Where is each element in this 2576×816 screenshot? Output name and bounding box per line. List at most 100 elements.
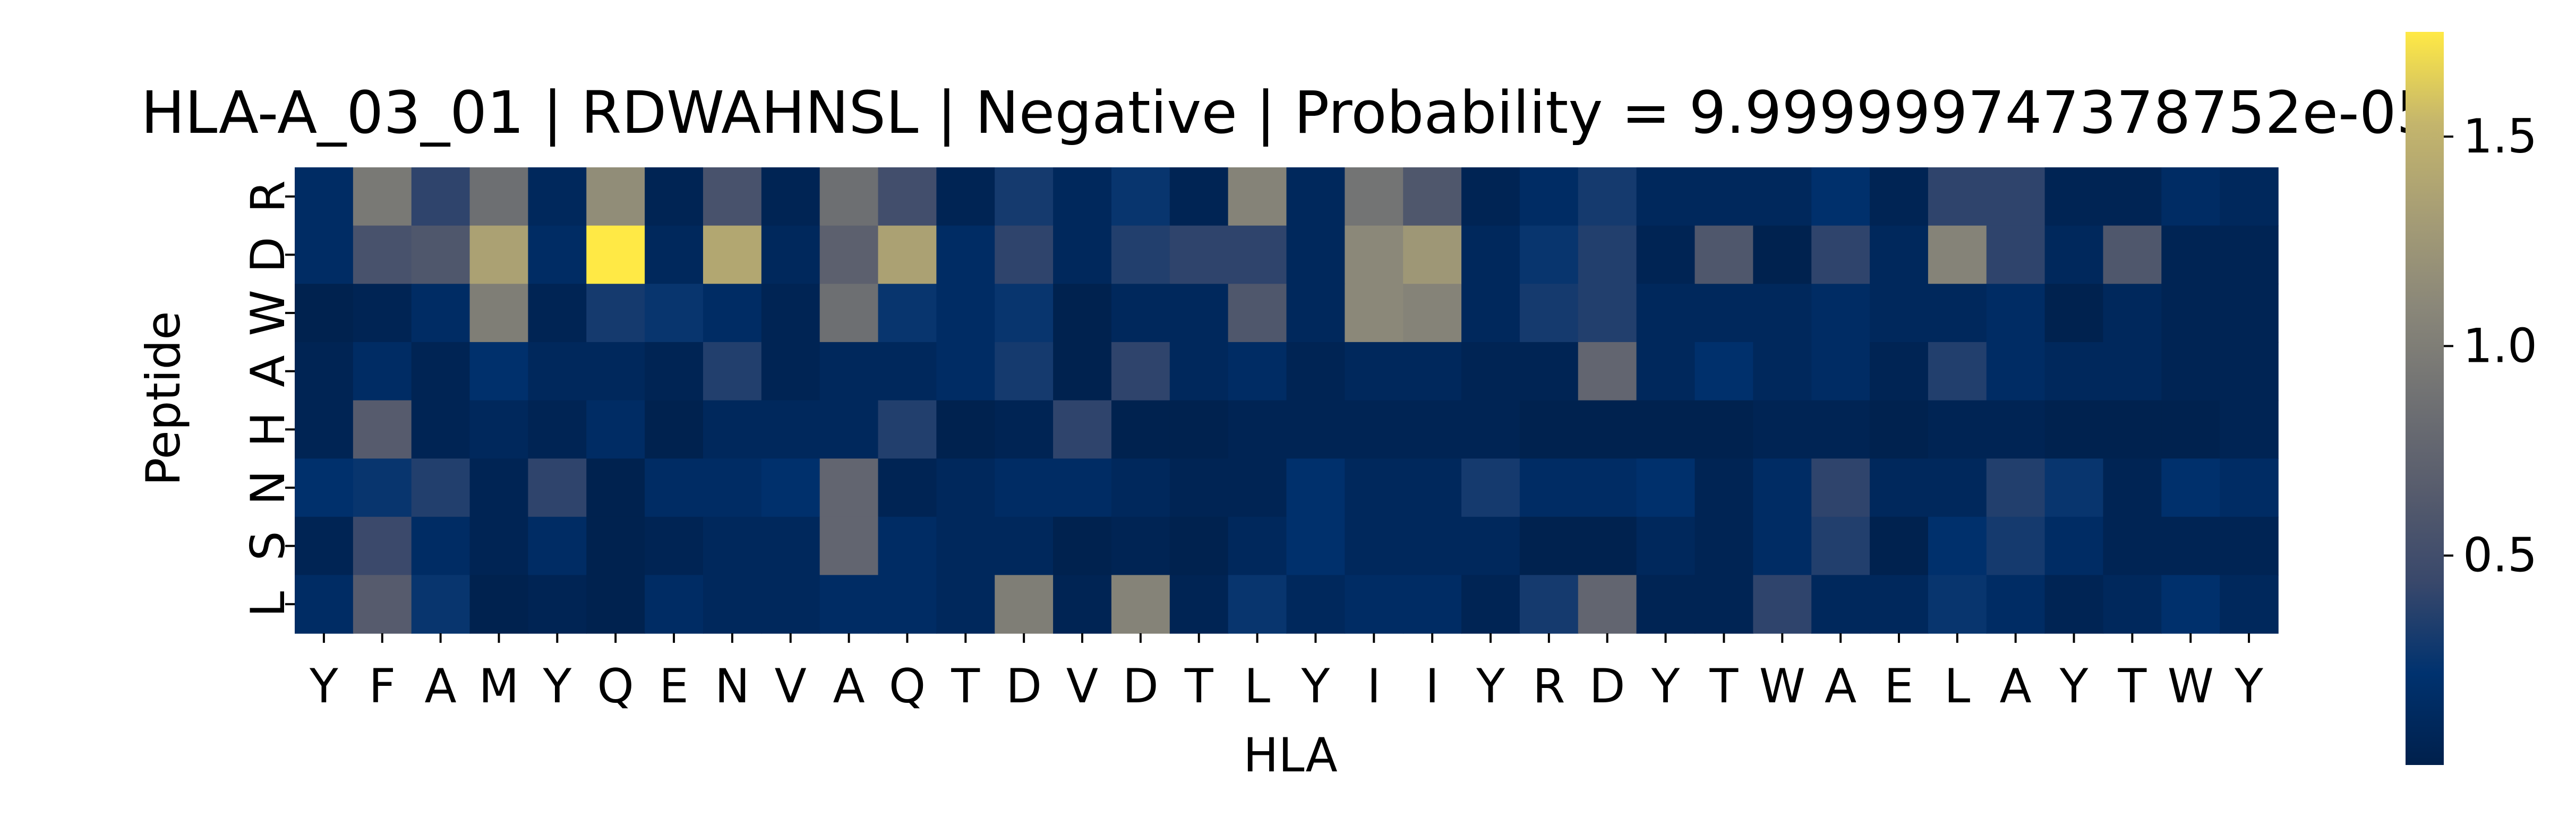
heatmap-cell bbox=[1345, 458, 1403, 517]
heatmap-cell bbox=[936, 400, 996, 459]
heatmap-cell bbox=[1578, 458, 1637, 517]
heatmap-cell bbox=[1461, 167, 1520, 226]
heatmap-cell bbox=[703, 400, 762, 459]
heatmap-cell bbox=[1169, 225, 1229, 285]
heatmap-cell bbox=[586, 284, 645, 343]
heatmap-cell bbox=[703, 225, 762, 285]
heatmap-cell bbox=[295, 284, 354, 343]
heatmap-cell bbox=[1986, 167, 2046, 226]
heatmap-cell bbox=[936, 167, 996, 226]
y-tick-labels: RDWAHNS L bbox=[241, 180, 295, 617]
x-tick-label: W bbox=[2168, 659, 2214, 713]
heatmap-cell bbox=[469, 284, 529, 343]
heatmap-cell bbox=[995, 458, 1054, 517]
heatmap-cell bbox=[1111, 167, 1170, 226]
heatmap-cell bbox=[353, 284, 412, 343]
heatmap-cell bbox=[2103, 225, 2162, 285]
heatmap-cell bbox=[1870, 225, 1929, 285]
y-tick-label: D bbox=[241, 237, 295, 273]
heatmap-cell bbox=[1461, 225, 1520, 285]
heatmap-cell bbox=[936, 458, 996, 517]
colorbar-tick-label: 1.0 bbox=[2463, 318, 2537, 373]
heatmap-cell bbox=[1694, 225, 1754, 285]
x-tick-label: D bbox=[1006, 659, 1042, 713]
heatmap-cell bbox=[1345, 342, 1403, 401]
heatmap-cell bbox=[878, 400, 937, 459]
heatmap-cell bbox=[936, 575, 996, 634]
heatmap-cell bbox=[1403, 342, 1462, 401]
heatmap-cell bbox=[703, 167, 762, 226]
heatmap-cell bbox=[1519, 167, 1579, 226]
colorbar bbox=[2406, 32, 2444, 765]
heatmap-cell bbox=[586, 458, 645, 517]
heatmap-cell bbox=[1345, 225, 1403, 285]
heatmap-cell bbox=[1519, 516, 1579, 576]
heatmap-cell bbox=[1228, 225, 1287, 285]
heatmap-cell bbox=[295, 516, 354, 576]
heatmap-cell bbox=[1345, 400, 1403, 459]
heatmap-cell bbox=[2044, 225, 2104, 285]
heatmap-cell bbox=[1753, 167, 1812, 226]
heatmap-cell bbox=[1345, 167, 1403, 226]
heatmap-cell bbox=[1636, 400, 1696, 459]
heatmap-cell bbox=[1811, 575, 1870, 634]
heatmap-cell bbox=[645, 400, 704, 459]
heatmap-cell bbox=[1753, 284, 1812, 343]
heatmap-cell bbox=[1286, 342, 1346, 401]
heatmap-cell bbox=[1461, 458, 1520, 517]
heatmap-cell bbox=[645, 225, 704, 285]
heatmap-cell bbox=[878, 516, 937, 576]
heatmap-cell bbox=[1694, 516, 1754, 576]
heatmap-cell bbox=[2044, 458, 2104, 517]
heatmap-cell bbox=[469, 342, 529, 401]
heatmap-cell bbox=[819, 167, 879, 226]
x-tick-label: N bbox=[715, 659, 750, 713]
heatmap-cell bbox=[1461, 400, 1520, 459]
heatmap-cell bbox=[936, 516, 996, 576]
heatmap-cell bbox=[1753, 458, 1812, 517]
heatmap-cell bbox=[936, 225, 996, 285]
heatmap-cell bbox=[1694, 458, 1754, 517]
heatmap-cell bbox=[1053, 342, 1112, 401]
heatmap-cell bbox=[295, 400, 354, 459]
heatmap-cell bbox=[819, 516, 879, 576]
x-tick-label: Y bbox=[542, 659, 571, 713]
heatmap-cell bbox=[761, 284, 820, 343]
heatmap-cell bbox=[2220, 342, 2279, 401]
heatmap-cell bbox=[878, 167, 937, 226]
heatmap-cell bbox=[2161, 225, 2220, 285]
heatmap-cell bbox=[1111, 516, 1170, 576]
heatmap-cell bbox=[295, 225, 354, 285]
heatmap-cell bbox=[586, 342, 645, 401]
x-tick-label: Q bbox=[597, 659, 634, 713]
heatmap-cell bbox=[2044, 167, 2104, 226]
heatmap-cell bbox=[1753, 400, 1812, 459]
colorbar-tick-label: 1.5 bbox=[2463, 109, 2537, 164]
heatmap-cell bbox=[353, 342, 412, 401]
heatmap-cell bbox=[295, 458, 354, 517]
heatmap-cell bbox=[1928, 516, 1987, 576]
heatmap-cell bbox=[1111, 225, 1170, 285]
heatmap-cell bbox=[528, 167, 587, 226]
heatmap-cell bbox=[878, 225, 937, 285]
heatmap-cell bbox=[1169, 458, 1229, 517]
heatmap-cell bbox=[295, 342, 354, 401]
heatmap-cell bbox=[1928, 400, 1987, 459]
heatmap-cell bbox=[295, 575, 354, 634]
heatmap-cell bbox=[1811, 400, 1870, 459]
heatmap-cell bbox=[1636, 342, 1696, 401]
heatmap-cell bbox=[1928, 458, 1987, 517]
colorbar-ticks: 0.5 1.0 1.5 bbox=[2444, 109, 2537, 583]
heatmap-cell bbox=[1111, 575, 1170, 634]
heatmap-cell bbox=[1286, 516, 1346, 576]
heatmap-cell bbox=[1228, 167, 1287, 226]
heatmap-cell bbox=[469, 516, 529, 576]
heatmap-cell bbox=[2044, 575, 2104, 634]
heatmap-cell bbox=[1111, 400, 1170, 459]
heatmap-cell bbox=[1053, 225, 1112, 285]
heatmap-cell bbox=[353, 458, 412, 517]
heatmap-cell bbox=[1578, 284, 1637, 343]
x-tick-label: R bbox=[1533, 659, 1565, 713]
